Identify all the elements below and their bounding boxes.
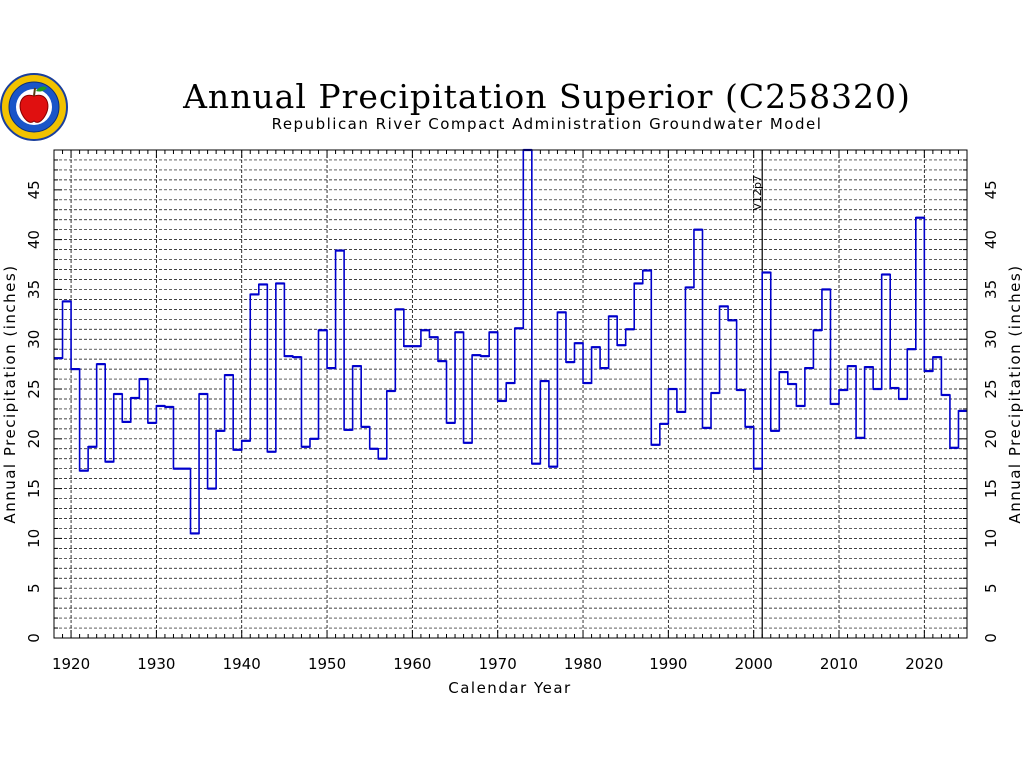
y-axis-label-left: Annual Precipitation (inches) (1, 264, 19, 523)
x-tick-label: 1960 (393, 655, 431, 673)
chart-subtitle: Republican River Compact Administration … (272, 115, 823, 133)
y-tick-label-right: 30 (982, 330, 1000, 349)
y-tick-label-left: 10 (25, 529, 43, 548)
x-axis-label: Calendar Year (448, 679, 571, 697)
y-tick-label-left: 25 (25, 379, 43, 398)
y-tick-label-left: 40 (25, 230, 43, 249)
y-tick-label-left: 20 (25, 429, 43, 448)
y-tick-label-right: 5 (982, 583, 1000, 593)
x-tick-label: 1970 (479, 655, 517, 673)
plot-frame (53, 149, 968, 639)
y-tick-label-left: 30 (25, 330, 43, 349)
y-tick-label-right: 40 (982, 230, 1000, 249)
y-tick-label-right: 15 (982, 479, 1000, 498)
x-tick-label: 1930 (137, 655, 175, 673)
y-axis-label-right: Annual Precipitation (inches) (1006, 264, 1024, 523)
x-tick-label: 2010 (820, 655, 858, 673)
y-tick-label-left: 35 (25, 280, 43, 299)
y-tick-label-left: 45 (25, 180, 43, 199)
x-tick-label: 2000 (735, 655, 773, 673)
tick-labels: 1920 1930 1940 1950 1960 1970 1980 1990 2000 2010… (25, 180, 1000, 673)
x-tick-label: 2020 (905, 655, 943, 673)
y-tick-label-left: 15 (25, 479, 43, 498)
y-tick-label-left: 5 (25, 583, 43, 593)
x-tick-label: 1990 (649, 655, 687, 673)
x-tick-label: 1920 (52, 655, 90, 673)
rrca-apple-logo (0, 73, 68, 141)
y-tick-label-right: 25 (982, 379, 1000, 398)
version-marker-label: V12p7 (751, 175, 764, 211)
y-tick-label-right: 45 (982, 180, 1000, 199)
precipitation-step-line (54, 149, 967, 535)
x-tick-label: 1940 (223, 655, 261, 673)
x-tick-label: 1980 (564, 655, 602, 673)
x-tick-label: 1950 (308, 655, 346, 673)
precipitation-series (54, 148, 967, 535)
y-tick-label-right: 0 (982, 633, 1000, 643)
y-tick-label-right: 10 (982, 529, 1000, 548)
y-tick-label-right: 35 (982, 280, 1000, 299)
y-tick-label-right: 20 (982, 429, 1000, 448)
y-tick-label-left: 0 (25, 633, 43, 643)
chart-title: Annual Precipitation Superior (C258320) (182, 77, 911, 116)
grid-lines (54, 150, 967, 638)
